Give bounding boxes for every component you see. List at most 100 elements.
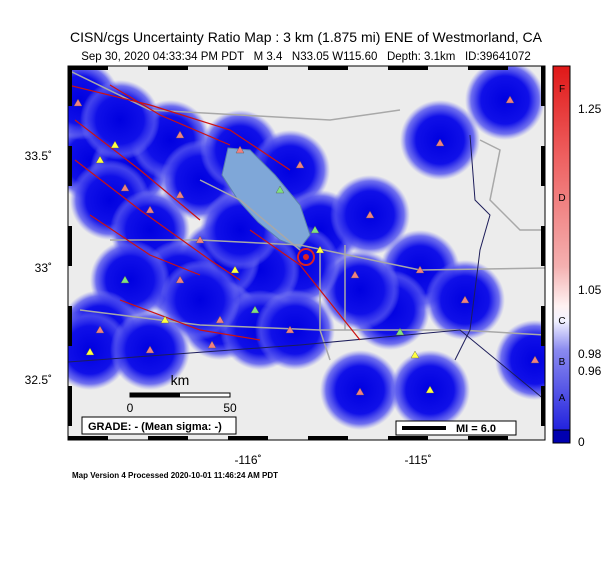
stations xyxy=(73,95,540,396)
scale-unit: km xyxy=(171,372,190,388)
borders xyxy=(68,134,545,401)
frame-tick xyxy=(308,66,348,70)
frame-tick xyxy=(68,146,72,186)
frame-tick xyxy=(308,436,348,440)
station xyxy=(145,205,155,214)
grade-letter: B xyxy=(559,357,566,368)
salton-sea xyxy=(221,147,311,249)
colorbar-value: 0.96 xyxy=(578,364,602,378)
frame-tick xyxy=(468,436,508,440)
lat-label: 33˚ xyxy=(35,261,52,275)
frame-tick xyxy=(68,386,72,426)
colorbar: F D C B A 1.25 1.05 0.98 0.96 0 xyxy=(552,65,602,449)
frame-tick xyxy=(148,66,188,70)
station xyxy=(460,295,470,304)
station xyxy=(285,325,295,334)
station xyxy=(275,185,285,194)
colorbar-value: 1.05 xyxy=(578,283,602,297)
lon-label: -115˚ xyxy=(404,453,431,467)
station xyxy=(295,160,305,169)
roads xyxy=(68,69,545,361)
station xyxy=(95,325,105,334)
frame-tick xyxy=(68,226,72,266)
station xyxy=(120,275,130,284)
scale-bar-fill xyxy=(130,393,180,397)
frame-tick xyxy=(541,386,545,426)
grade-letter: F xyxy=(559,84,565,95)
frame-tick xyxy=(541,306,545,346)
frame-tick xyxy=(388,436,428,440)
station xyxy=(230,265,240,274)
station xyxy=(215,315,225,324)
uncertainty-area xyxy=(255,290,335,370)
station xyxy=(145,345,155,354)
mi-label: MI = 6.0 xyxy=(456,423,496,435)
frame-tick xyxy=(468,66,508,70)
lat-label: 32.5˚ xyxy=(25,373,52,387)
colorbar-value: 0.98 xyxy=(578,347,602,361)
frame-tick xyxy=(541,226,545,266)
subtitle: Sep 30, 2020 04:33:34 PM PDT M 3.4 N33.0… xyxy=(81,51,531,63)
frame-tick xyxy=(68,66,108,70)
station xyxy=(175,130,185,139)
uncertainty-area xyxy=(320,250,400,330)
lon-label: -116˚ xyxy=(234,453,261,467)
grade-text: GRADE: - (Mean sigma: -) xyxy=(88,421,222,433)
station xyxy=(207,340,217,349)
frame-tick xyxy=(148,436,188,440)
scale-tick: 0 xyxy=(127,401,134,415)
station xyxy=(95,155,105,164)
station xyxy=(395,327,405,336)
frame-ticks xyxy=(68,66,545,440)
uncertainty-area xyxy=(465,66,545,140)
frame-tick xyxy=(68,436,108,440)
frame-tick xyxy=(228,436,268,440)
station xyxy=(73,98,83,107)
station xyxy=(355,387,365,396)
station xyxy=(435,138,445,147)
station xyxy=(310,225,320,234)
frame-tick xyxy=(68,66,72,106)
lat-label: 33.5˚ xyxy=(25,149,52,163)
station xyxy=(120,183,130,192)
map-area xyxy=(68,66,545,440)
colorbar-value: 0 xyxy=(578,435,585,449)
grade-letter: A xyxy=(559,393,566,404)
station xyxy=(235,145,245,154)
station xyxy=(415,265,425,274)
grade-box xyxy=(81,416,237,435)
title: CISN/cgs Uncertainty Ratio Map : 3 km (1… xyxy=(70,29,543,45)
epicenter-center xyxy=(303,254,309,260)
station xyxy=(85,347,95,356)
station xyxy=(315,245,325,254)
station xyxy=(160,315,170,324)
scale-tick: 50 xyxy=(223,401,237,415)
station xyxy=(410,350,420,359)
footer: Map Version 4 Processed 2020-10-01 11:46… xyxy=(72,471,278,480)
epicenter xyxy=(297,248,315,266)
station xyxy=(530,355,540,364)
grade-letter: D xyxy=(558,193,565,204)
uncertainty-area xyxy=(495,320,545,400)
station xyxy=(365,210,375,219)
frame-tick xyxy=(228,66,268,70)
station xyxy=(425,385,435,394)
station xyxy=(505,95,515,104)
station xyxy=(175,190,185,199)
colorbar-value: 1.25 xyxy=(578,102,602,116)
station xyxy=(350,270,360,279)
frame-tick xyxy=(388,66,428,70)
station xyxy=(110,140,120,149)
colorbar-gradient xyxy=(552,65,571,431)
colorbar-base xyxy=(552,429,571,444)
frame-tick xyxy=(541,66,545,106)
uncertainty-area xyxy=(80,80,160,160)
scale-bar: km 0 50 xyxy=(127,372,237,415)
uncertainty-area xyxy=(68,310,130,390)
frame-tick xyxy=(541,146,545,186)
frame-tick xyxy=(68,306,72,346)
station xyxy=(250,305,260,314)
mi-box xyxy=(395,420,517,436)
faults xyxy=(68,84,361,341)
uncertainty-areas xyxy=(68,66,545,430)
